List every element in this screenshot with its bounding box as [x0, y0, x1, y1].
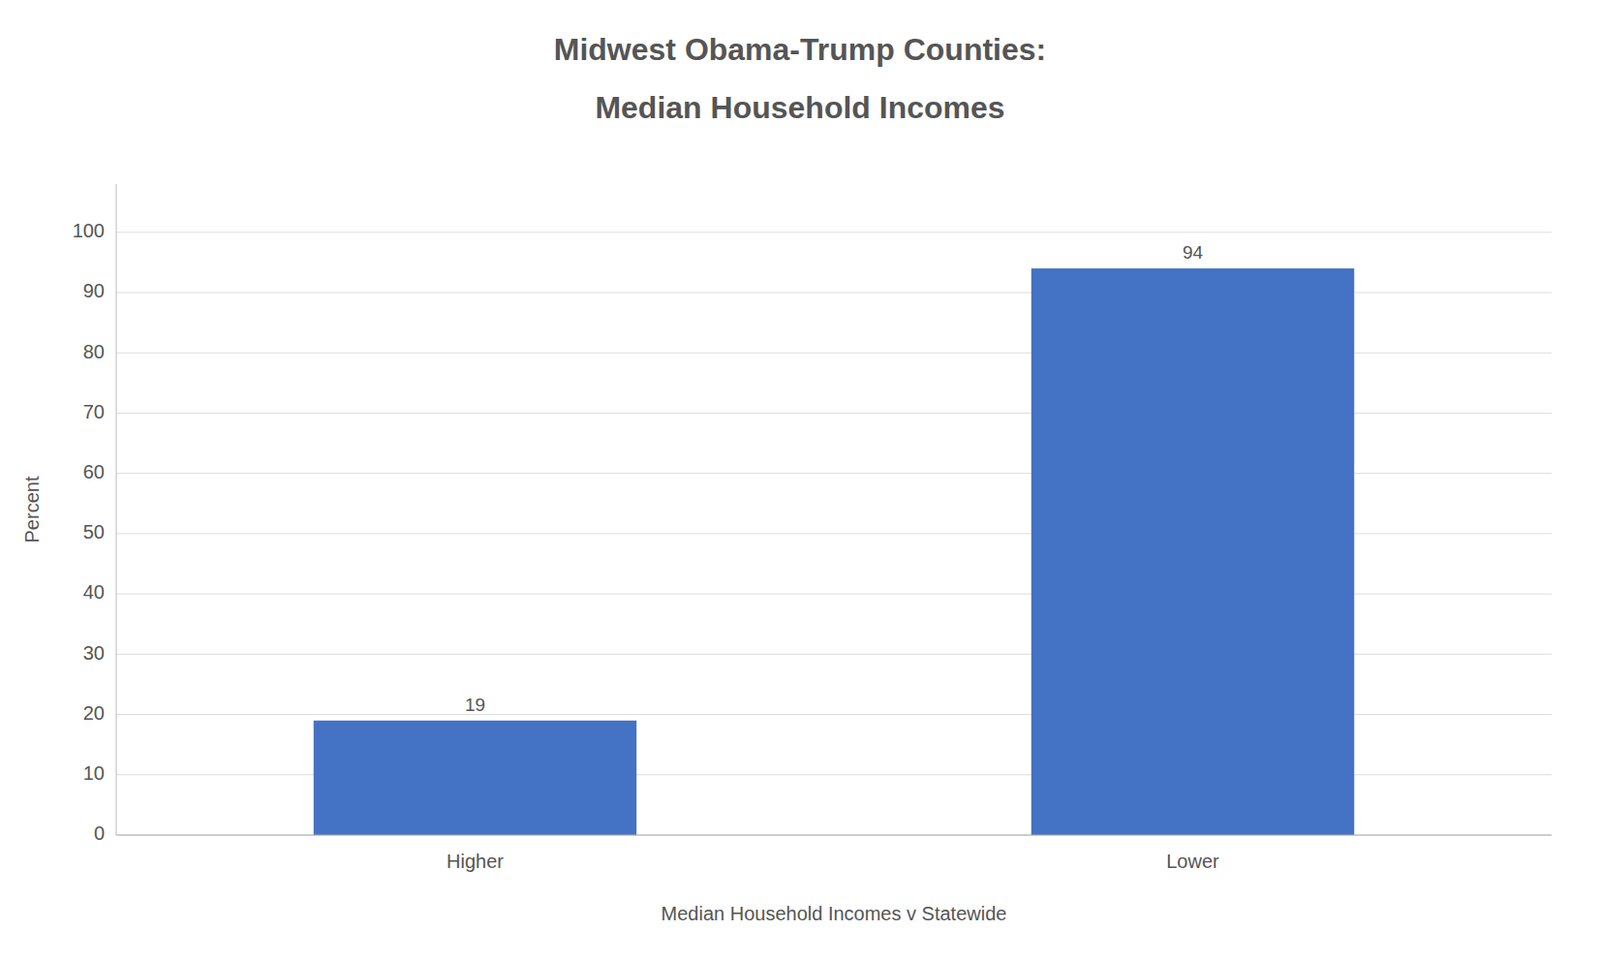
y-tick-label: 50 — [83, 521, 105, 543]
y-tick-label: 60 — [83, 461, 105, 483]
bar — [1031, 268, 1354, 835]
page: {"chart_data": {"type": "bar", "title": … — [0, 0, 1600, 961]
y-axis-label: Percent — [21, 475, 43, 543]
title: Midwest Obama-Trump Counties: — [553, 31, 1047, 67]
y-tick-label: 70 — [83, 400, 105, 423]
grid-line — [116, 231, 1552, 233]
grid — [116, 232, 1552, 835]
y-tick-label: 20 — [83, 702, 105, 724]
y-tick-label: 10 — [83, 762, 105, 784]
x-tick-label: Lower — [1166, 850, 1220, 872]
y-tick-label: 80 — [83, 340, 105, 363]
x-ticks: Higher Lower — [446, 850, 1220, 872]
data-label: 94 — [1182, 242, 1204, 263]
y-tick-label: 100 — [72, 219, 105, 242]
grid-line — [116, 834, 1552, 836]
bar — [313, 720, 637, 835]
y-axis-line — [116, 184, 118, 835]
data-label: 19 — [464, 694, 486, 715]
y-tick-label: 40 — [83, 581, 105, 603]
y-tick-label: 30 — [83, 642, 105, 664]
x-axis-line — [116, 834, 1552, 836]
x-tick-label: Higher — [446, 850, 504, 872]
x-axis-label: Median Household Incomes v Statewide — [661, 902, 1008, 924]
y-ticks: 0 10 20 30 40 50 60 70 80 90 100 — [72, 219, 105, 844]
y-tick-label: 90 — [83, 279, 105, 302]
data-labels: 1994 — [464, 242, 1204, 715]
chart: Midwest Obama-Trump Counties: Median Hous… — [0, 0, 1600, 961]
y-tick-label: 0 — [93, 822, 105, 844]
bars — [313, 268, 1354, 835]
subtitle: Median Household Incomes — [594, 90, 1005, 125]
